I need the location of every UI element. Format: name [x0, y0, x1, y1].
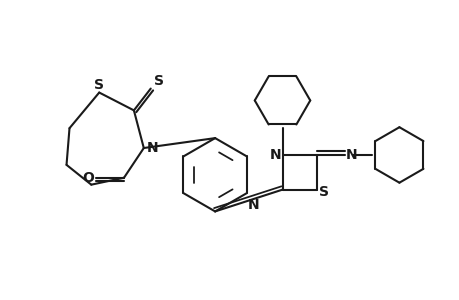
Text: N: N: [247, 199, 259, 212]
Text: N: N: [146, 141, 158, 155]
Text: S: S: [319, 184, 328, 199]
Text: S: S: [153, 74, 163, 88]
Text: O: O: [82, 171, 94, 185]
Text: N: N: [345, 148, 357, 162]
Text: S: S: [94, 78, 104, 92]
Text: N: N: [269, 148, 281, 162]
